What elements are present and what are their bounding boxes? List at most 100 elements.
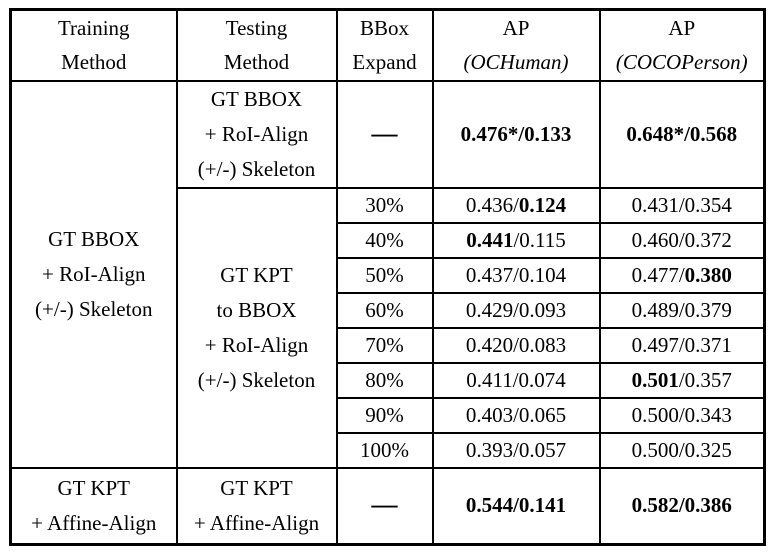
cell-ap-cocoperson: 0.489/0.379 — [598, 291, 766, 329]
cell-ap-cocoperson: 0.501/0.357 — [598, 361, 766, 399]
header-bbox-expand: BBox Expand — [335, 8, 434, 82]
cell-bbox-expand-none: — — [335, 466, 434, 546]
ap-value-segment: 0.477/ — [631, 262, 685, 287]
cell-training-gt-kpt-affine: GT KPT + Affine-Align — [9, 466, 178, 546]
cell-ap-ochuman: 0.393/0.057 — [431, 431, 601, 469]
cell-ap-cocoperson: 0.500/0.325 — [598, 431, 766, 469]
cell-testing-gt-bbox-roi-align: GT BBOX + RoI-Align (+/-) Skeleton — [175, 79, 338, 189]
ap-value-segment: 0.544/0.141 — [465, 493, 567, 518]
ap-value-segment: /0.115 — [513, 227, 566, 252]
table-row-expand-60: 60% 0.429/0.093 0.489/0.379 — [11, 291, 766, 329]
header-text: Method — [223, 50, 290, 75]
cell-ap-cocoperson: 0.582/0.386 — [598, 466, 766, 546]
cell-training-gt-bbox-roi-align: GT BBOX + RoI-Align (+/-) Skeleton — [9, 79, 178, 469]
header-dataset-name: (COCOPerson) — [615, 50, 748, 75]
cell-ap-ochuman: 0.403/0.065 — [431, 396, 601, 434]
em-dash: — — [371, 118, 398, 148]
ap-value-segment: 0.441 — [466, 227, 514, 252]
ap-value-segment: 0.437/0.104 — [465, 262, 567, 287]
cell-bbox-expand: 80% — [335, 361, 434, 399]
cell-line: (+/-) Skeleton — [197, 367, 316, 392]
ap-value-segment: 0.380 — [684, 262, 732, 287]
cell-line: GT KPT — [220, 475, 293, 500]
header-training-method: Training Method — [9, 8, 178, 82]
ap-value-segment: 0.420/0.083 — [465, 332, 567, 357]
ap-value-segment: 0.582/0.386 — [631, 493, 732, 518]
cell-bbox-expand-none: — — [335, 79, 434, 189]
table-row-affine-align: GT KPT + Affine-Align GT KPT + Affine-Al… — [9, 466, 766, 546]
cell-line: + RoI-Align — [204, 332, 309, 357]
table-row-expand-80: 80% 0.411/0.074 0.501/0.357 — [11, 361, 766, 399]
cell-line: + Affine-Align — [31, 510, 157, 535]
ap-value-segment: 0.124 — [518, 192, 567, 217]
cell-ap-ochuman: 0.429/0.093 — [431, 291, 601, 329]
cell-line: (+/-) Skeleton — [197, 156, 316, 181]
cell-bbox-expand: 60% — [335, 291, 434, 329]
cell-testing-gt-kpt-affine: GT KPT + Affine-Align — [175, 466, 338, 546]
ap-value-segment: 0.403/0.065 — [465, 402, 567, 427]
cell-line: GT KPT — [57, 475, 131, 500]
cell-bbox-expand: 100% — [335, 431, 434, 469]
cell-bbox-expand: 30% — [335, 186, 434, 224]
cell-ap-cocoperson: 0.477/0.380 — [598, 256, 766, 294]
header-text: BBox — [359, 16, 409, 41]
cell-ap-ochuman: 0.436/0.124 — [431, 186, 601, 224]
cell-line: + RoI-Align — [42, 261, 146, 286]
table-row-expand-90: 90% 0.403/0.065 0.500/0.343 — [11, 396, 766, 434]
header-text: AP — [502, 16, 530, 41]
ap-value-segment: 0.648*/0.568 — [626, 121, 738, 146]
cell-bbox-expand: 90% — [335, 396, 434, 434]
cell-line: + RoI-Align — [204, 121, 309, 146]
cell-bbox-expand: 50% — [335, 256, 434, 294]
header-text: AP — [668, 16, 696, 41]
ap-value-segment: 0.500/0.343 — [631, 402, 732, 427]
ap-value-segment: 0.489/0.379 — [631, 297, 732, 322]
ap-value-segment: 0.411/0.074 — [466, 367, 566, 392]
table-row-expand-40: 40% 0.441/0.115 0.460/0.372 — [11, 221, 766, 259]
cell-ap-cocoperson: 0.497/0.371 — [598, 326, 766, 364]
cell-ap-ochuman: 0.544/0.141 — [431, 466, 601, 546]
ap-value-segment: 0.460/0.372 — [631, 227, 732, 252]
cell-ap-cocoperson: 0.648*/0.568 — [598, 79, 766, 189]
header-text: Method — [61, 50, 127, 75]
table-row-gt-bbox-testing: GT BBOX + RoI-Align (+/-) Skeleton GT BB… — [9, 79, 766, 469]
cell-ap-ochuman: 0.437/0.104 — [431, 256, 601, 294]
cell-line: GT BBOX — [210, 86, 303, 111]
cell-line: GT KPT — [220, 262, 293, 287]
header-ap-cocoperson: AP (COCOPerson) — [598, 8, 766, 82]
ap-value-segment: 0.436/ — [465, 192, 519, 217]
table-row-expand-70: 70% 0.420/0.083 0.497/0.371 — [11, 326, 766, 364]
header-text: Testing — [225, 16, 288, 41]
header-dataset-name: (OCHuman) — [463, 50, 569, 75]
header-row: Training Method Testing Method BBox Expa… — [9, 8, 766, 82]
cell-ap-cocoperson: 0.500/0.343 — [598, 396, 766, 434]
cell-ap-cocoperson: 0.431/0.354 — [598, 186, 766, 224]
table-row-expand-50: 50% 0.437/0.104 0.477/0.380 — [11, 256, 766, 294]
cell-line: to BBOX — [216, 297, 297, 322]
ap-value-segment: 0.429/0.093 — [465, 297, 567, 322]
header-ap-ochuman: AP (OCHuman) — [431, 8, 601, 82]
table-row-expand-30: GT KPT to BBOX + RoI-Align (+/-) Skeleto… — [11, 186, 766, 469]
ap-value-segment: 0.497/0.371 — [631, 332, 732, 357]
cell-ap-ochuman: 0.420/0.083 — [431, 326, 601, 364]
results-table: Training Method Testing Method BBox Expa… — [9, 8, 766, 546]
ap-value-segment: 0.500/0.325 — [631, 437, 732, 462]
cell-ap-ochuman: 0.441/0.115 — [431, 221, 601, 259]
cell-bbox-expand: 70% — [335, 326, 434, 364]
ap-value-segment: 0.501 — [631, 367, 679, 392]
cell-line: (+/-) Skeleton — [35, 296, 153, 321]
ap-value-segment: 0.476*/0.133 — [460, 121, 572, 146]
table-row-expand-100: 100% 0.393/0.057 0.500/0.325 — [11, 431, 766, 469]
ap-value-segment: 0.431/0.354 — [631, 192, 732, 217]
cell-testing-gt-kpt-to-bbox: GT KPT to BBOX + RoI-Align (+/-) Skeleto… — [175, 186, 338, 469]
cell-ap-ochuman: 0.411/0.074 — [431, 361, 601, 399]
header-text: Expand — [352, 50, 417, 75]
cell-bbox-expand: 40% — [335, 221, 434, 259]
cell-ap-ochuman: 0.476*/0.133 — [431, 79, 601, 189]
header-text: Training — [57, 16, 130, 41]
ap-value-segment: /0.357 — [678, 367, 732, 392]
cell-line: GT BBOX — [48, 226, 140, 251]
cell-line: + Affine-Align — [193, 510, 320, 535]
em-dash: — — [371, 490, 398, 520]
